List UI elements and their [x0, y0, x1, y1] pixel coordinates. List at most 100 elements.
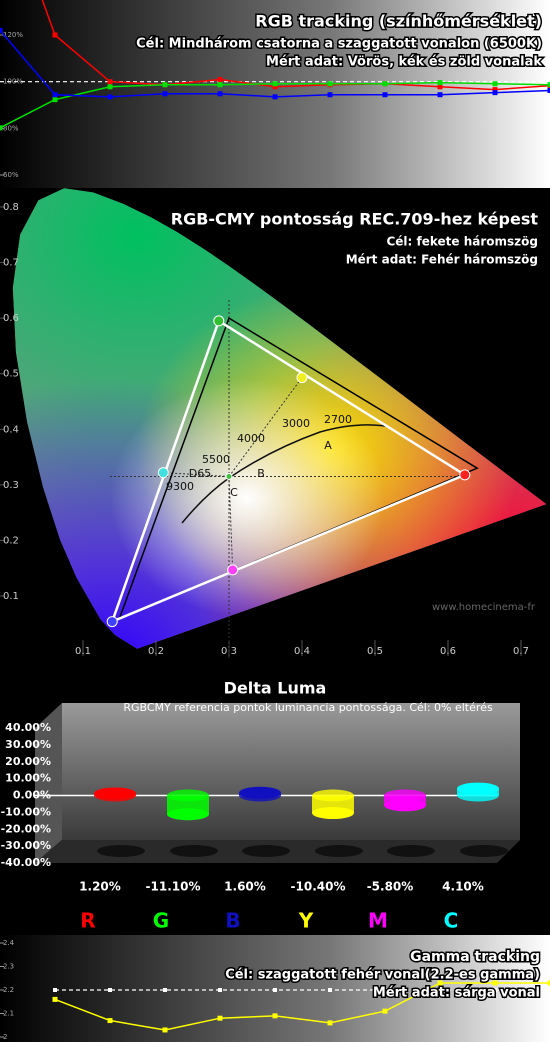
point: [272, 81, 278, 87]
shadow: [460, 845, 508, 857]
chart-title: RGB tracking (színhőmérséklet): [255, 12, 542, 31]
target-marker: [438, 988, 442, 992]
target-marker: [218, 988, 222, 992]
point: [217, 1015, 223, 1021]
value-label: 1.20%: [79, 880, 121, 894]
point: [107, 1018, 113, 1024]
x-tick-label: 0.5: [367, 646, 383, 657]
chart-subtitle: Cél: Mindhárom csatorna a szaggatott von…: [136, 37, 542, 52]
value-label: -11.10%: [146, 880, 201, 894]
point: [157, 467, 169, 479]
y-tick-label: 30.00%: [5, 738, 51, 751]
point: [382, 92, 388, 98]
target-marker: [273, 988, 277, 992]
watermark: www.homecinema-fr: [432, 602, 536, 613]
y-tick-label: 0.7: [3, 258, 19, 269]
chart-subtitle: Cél: szaggatott fehér vonal(2.2-es gamma…: [225, 968, 540, 983]
shadow: [242, 845, 290, 857]
value-label: -10.40%: [291, 880, 346, 894]
x-tick-label: 0.3: [221, 646, 237, 657]
annotation: B: [257, 467, 265, 480]
y-tick-label: -20.00%: [1, 822, 51, 835]
chart-title: RGB-CMY pontosság REC.709-hez képest: [171, 210, 539, 229]
target-marker: [328, 988, 332, 992]
point: [327, 1020, 333, 1026]
value-label: 4.10%: [442, 880, 484, 894]
target-marker: [108, 988, 112, 992]
point: [107, 94, 113, 100]
y-tick-label: 80%: [3, 124, 19, 132]
y-tick-label: 120%: [3, 31, 23, 39]
point: [492, 90, 498, 96]
point: [492, 980, 498, 986]
target-marker: [53, 988, 57, 992]
y-tick-label: 0.2: [3, 535, 19, 546]
y-tick-label: 2.4: [3, 939, 15, 947]
chart-note: Mért adat: sárga vonal: [373, 986, 540, 1001]
x-tick-label: 0.1: [75, 646, 91, 657]
point: [0, 27, 3, 33]
y-tick-label: 0.5: [3, 369, 19, 380]
bar-top: [384, 799, 426, 812]
point: [217, 91, 223, 97]
y-tick-label: 0.00%: [13, 789, 51, 802]
annotation: 4000: [237, 432, 265, 445]
y-tick-label: -10.00%: [1, 805, 51, 818]
y-tick-label: 0.6: [3, 313, 19, 324]
category-label: G: [153, 909, 169, 933]
point: [107, 79, 113, 85]
point: [547, 82, 550, 88]
category-label: B: [225, 909, 240, 933]
annotation: D65: [189, 467, 211, 480]
y-tick-label: 2.2: [3, 986, 14, 994]
point: [52, 996, 58, 1002]
point: [296, 372, 308, 384]
point: [547, 980, 550, 986]
shadow: [315, 845, 363, 857]
guide: [228, 377, 303, 477]
point: [52, 92, 58, 98]
point: [217, 77, 223, 83]
point: [52, 97, 58, 103]
x-tick-label: 0.4: [294, 646, 310, 657]
guide: [163, 472, 230, 478]
point: [52, 32, 58, 38]
target-marker: [163, 988, 167, 992]
chart-title: Gamma tracking: [410, 949, 540, 965]
shadow: [97, 845, 145, 857]
point: [437, 84, 443, 90]
y-tick-label: 0.8: [3, 202, 19, 213]
point: [437, 80, 443, 86]
point: [162, 91, 168, 97]
target-marker: [548, 988, 550, 992]
y-tick-label: 40.00%: [5, 721, 51, 734]
annotation: 2700: [324, 413, 352, 426]
value-label: 1.60%: [224, 880, 266, 894]
point: [382, 81, 388, 87]
category-label: C: [444, 909, 459, 933]
category-label: Y: [298, 909, 314, 933]
chart-subtitle: Cél: fekete háromszög: [386, 235, 538, 249]
bar-top: [94, 787, 136, 800]
point: [272, 94, 278, 100]
plot: 120% 100% 80% 60%: [0, 0, 550, 179]
point: [547, 88, 550, 94]
y-tick-label: 2.1: [3, 1010, 14, 1018]
category-label: M: [368, 909, 388, 933]
guide: [228, 476, 234, 570]
point: [162, 82, 168, 88]
y-tick-label: 0.4: [3, 424, 19, 435]
x-tick-label: 0.2: [148, 646, 164, 657]
point: [492, 81, 498, 87]
back-wall: [62, 703, 520, 840]
y-tick-label: 10.00%: [5, 772, 51, 785]
category-label: R: [80, 909, 95, 933]
point: [107, 84, 113, 90]
y-tick-label: 2.3: [3, 963, 14, 971]
left-wall: [35, 703, 62, 863]
y-tick-label: 20.00%: [5, 755, 51, 768]
point: [272, 84, 278, 90]
y-tick-label: 100%: [3, 78, 23, 86]
target-marker: [383, 988, 387, 992]
